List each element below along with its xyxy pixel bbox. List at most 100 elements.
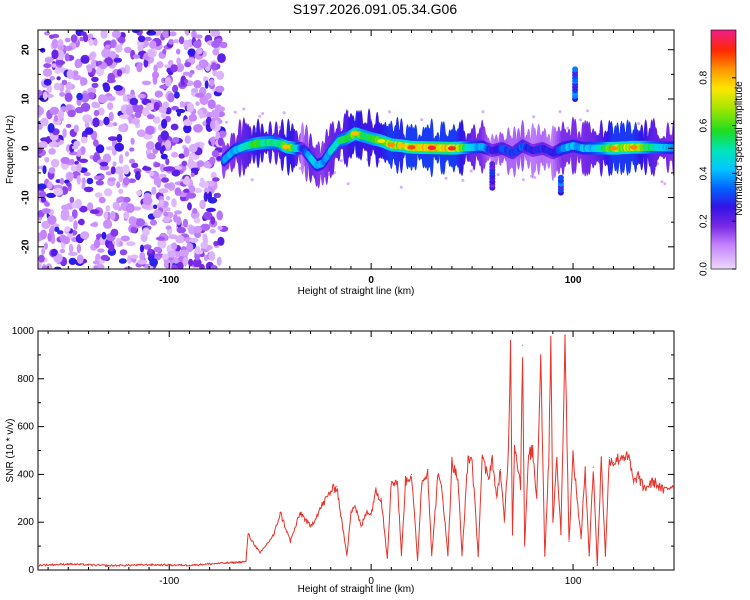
spectrogram-xtick-label: 100 [565,275,582,286]
spectrogram-cell [399,185,403,189]
spectrogram-cell [212,177,220,182]
snr-series-group [38,331,674,567]
snr-point [310,526,312,528]
spectrogram-cell [68,257,77,265]
colorbar-frame [710,29,737,270]
spectrogram-cell [195,92,204,98]
spectrogram-cell [387,142,396,147]
colorbar-segment [711,73,736,77]
snr-point [528,454,530,456]
spectrogram-cell [149,171,155,177]
spectrogram-cell [38,183,47,190]
snr-point [509,340,512,342]
spectrogram-cell [163,166,173,172]
spectrogram-cell [110,228,119,237]
colorbar-segment [711,37,736,41]
spectrogram-cell [183,118,193,127]
spectrogram-cell [47,233,52,242]
spectrogram-cell [164,183,172,189]
spectrogram-cell [80,146,86,156]
spectrogram-cell [217,236,225,246]
colorbar-segment [711,245,736,248]
snr-point [524,545,526,547]
snr-point [522,344,524,346]
spectrogram-cell [55,179,61,184]
spectrogram-cell [170,64,178,73]
spectrogram-cell [171,137,180,144]
colorbar-segment [711,179,736,182]
spectrogram-cell [129,97,139,106]
colorbar-segment [711,105,736,109]
snr-point [404,481,407,483]
colorbar-segment [711,255,736,258]
spectrogram-cell [163,211,169,217]
spectrogram-cell [176,216,182,226]
spectrogram-cell [110,166,116,175]
colorbar-segment [711,157,736,161]
colorbar-segment [711,125,736,129]
snr-point [564,335,566,337]
colorbar-segment [711,211,736,214]
colorbar-segment [711,30,736,33]
spectrogram-cell [258,114,262,118]
spectrogram-cell [97,248,105,253]
colorbar-segment [711,103,736,107]
colorbar-segment [711,51,736,55]
spectrogram-cell [184,30,191,36]
spectrogram-cell [74,60,82,69]
spectrogram-cell [130,226,137,234]
spectrogram-cell [184,135,191,144]
spectrogram-cell [242,107,246,111]
snr-point [495,497,497,499]
spectrogram-cell [123,266,133,269]
snr-point [247,533,249,535]
snr-point [608,457,611,459]
spectrogram-cell [153,246,162,253]
spectrogram-cell [377,138,386,144]
spectrogram-cell [78,158,89,163]
spectrogram-cell [178,36,185,45]
spectrogram-cell [108,136,118,142]
spectrogram-cell [135,170,141,181]
snr-point [576,497,578,499]
spectrogram-cell [164,207,171,212]
spectrogram-cell [168,234,178,240]
colorbar-segment [711,263,736,266]
colorbar-segment [711,135,736,139]
colorbar-segment [711,217,736,220]
colorbar-segment [711,209,736,212]
spectrogram-cell [158,199,164,207]
spectrogram-cell [250,178,254,182]
snr-point [396,481,398,483]
spectrogram-cell [88,38,94,46]
snr-point [592,466,594,468]
spectrogram-cell [164,76,172,87]
spectrogram-cell [97,107,105,116]
spectrogram-cell [210,30,220,37]
spectrogram-cell [122,176,130,186]
snr-point [507,449,509,452]
spectrogram-cell [98,196,106,204]
spectrogram-cell [47,123,55,133]
spectrogram-cell [46,84,52,94]
spectrogram-cell [82,114,92,123]
snr-point [596,564,598,566]
snr-point [633,483,635,485]
spectrogram-cell [211,62,217,71]
spectrogram-cell [137,35,146,43]
spectrogram-cell [53,187,64,196]
spectrogram-cell [188,143,198,153]
spectrogram-cell [489,161,496,167]
spectrogram-cell [193,124,203,133]
spectrogram-cell [92,117,100,128]
colorbar-segment [711,139,736,143]
colorbar-segment [711,221,736,224]
snr-point [471,459,473,461]
snr-point [588,555,590,557]
colorbar-segment [711,107,736,111]
spectrogram-cell [44,201,50,207]
colorbar-segment [711,203,736,206]
spectrogram-cell [68,215,74,223]
spectrogram-cell [153,101,160,111]
